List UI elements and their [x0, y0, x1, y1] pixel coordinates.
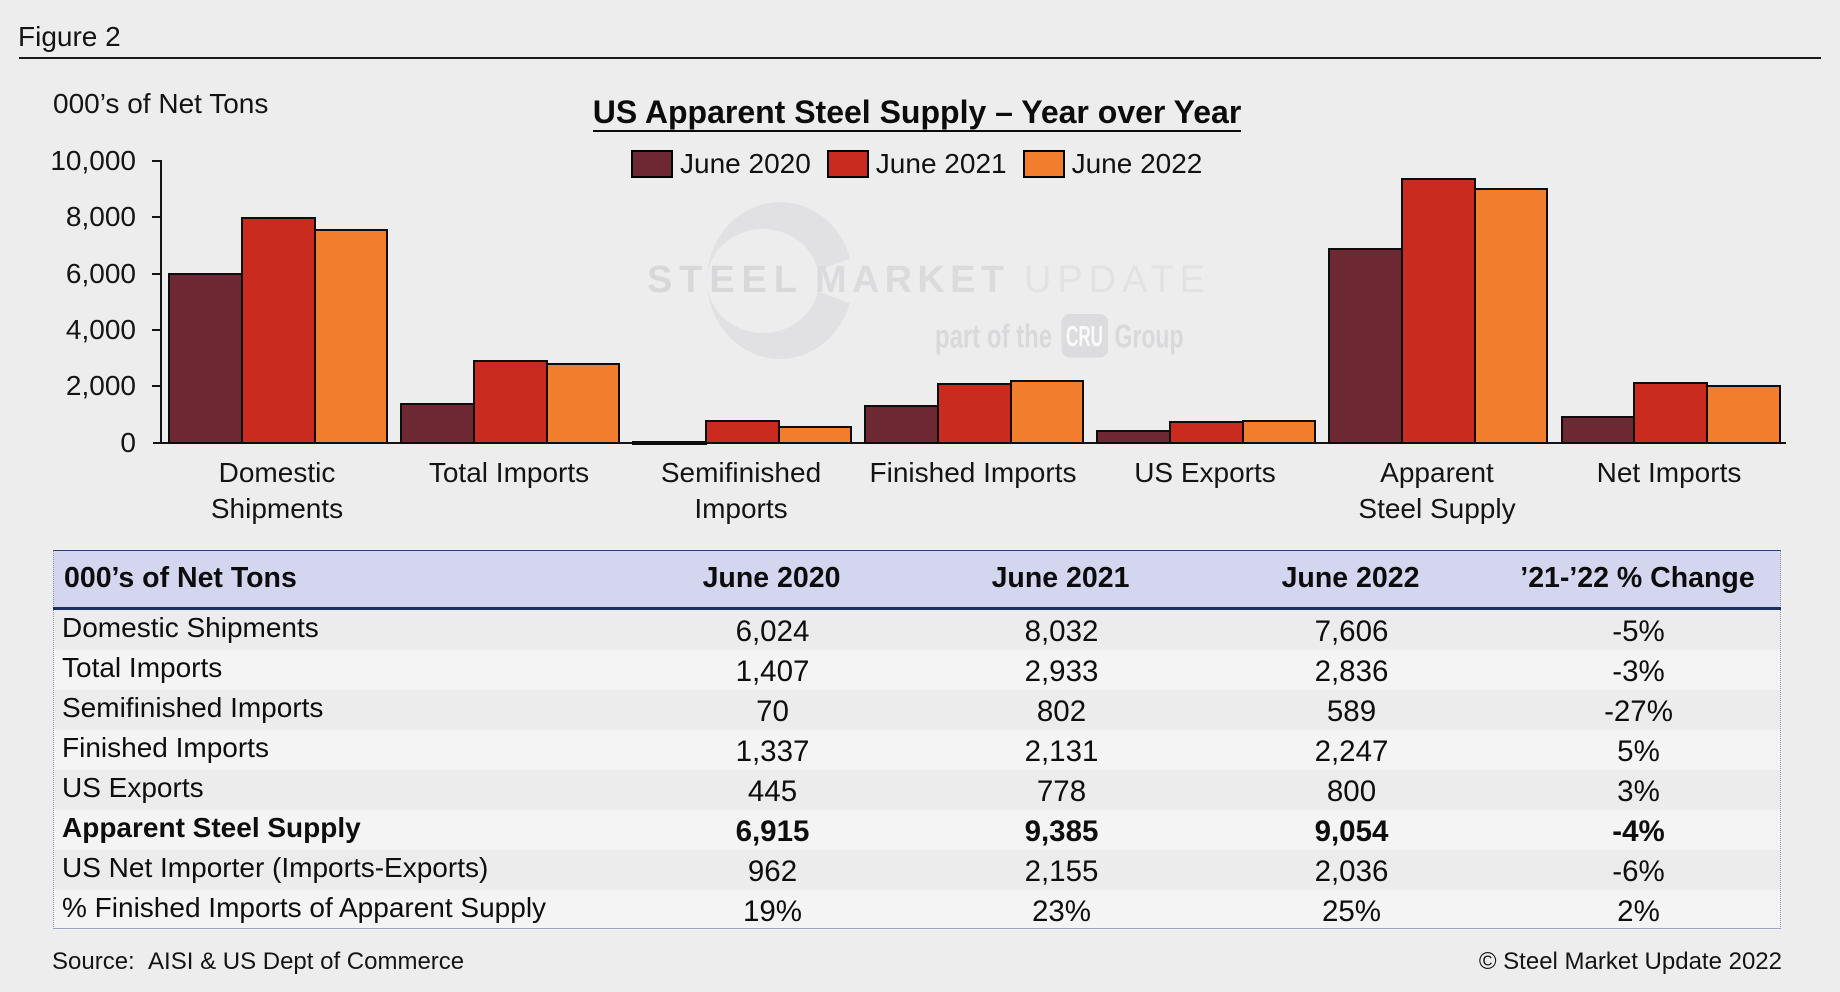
svg-text:CRU: CRU	[1066, 321, 1103, 353]
svg-text:STEEL: STEEL	[647, 259, 797, 301]
svg-text:part of the: part of the	[935, 318, 1052, 355]
svg-text:Group: Group	[1115, 318, 1184, 355]
svg-text:UPDATE: UPDATE	[1024, 259, 1205, 301]
svg-text:MARKET: MARKET	[815, 259, 1004, 301]
